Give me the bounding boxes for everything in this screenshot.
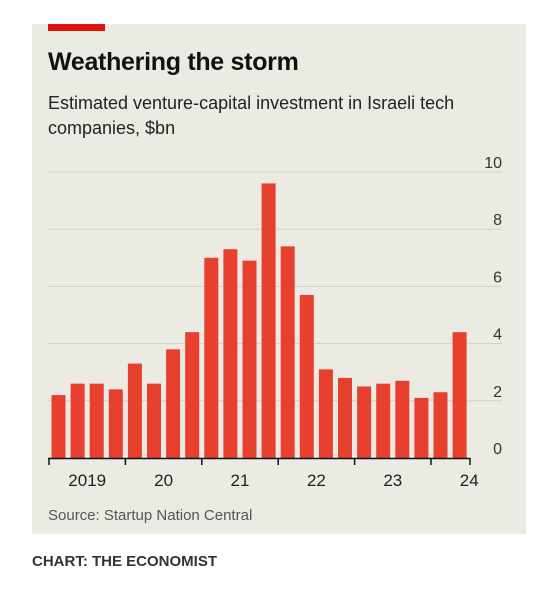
bar: [357, 386, 372, 458]
bar: [376, 383, 391, 458]
bar: [204, 257, 219, 458]
bar: [185, 332, 200, 458]
chart-panel: Weathering the storm Estimated venture-c…: [32, 24, 526, 534]
bar: [51, 395, 66, 458]
y-tick-label: 6: [493, 269, 502, 286]
bar: [433, 392, 448, 458]
red-tag-bar: [48, 24, 105, 31]
x-tick-label: 24: [460, 471, 479, 490]
bar: [261, 183, 276, 458]
x-tick-label: 20: [154, 471, 173, 490]
bar: [338, 377, 352, 458]
bar: [318, 369, 333, 458]
bar: [223, 249, 238, 458]
bar: [299, 294, 314, 458]
x-tick-label: 21: [231, 471, 250, 490]
bar: [147, 383, 161, 458]
x-tick-label: 2019: [68, 471, 106, 490]
bar: [166, 349, 181, 458]
y-tick-label: 8: [493, 212, 502, 229]
y-tick-label: 4: [493, 327, 502, 344]
y-tick-label: 0: [493, 441, 502, 458]
chart-title: Weathering the storm: [48, 48, 299, 76]
x-tick-label: 23: [383, 471, 402, 490]
chart-subtitle: Estimated venture-capital investment in …: [48, 93, 455, 138]
bar: [70, 383, 85, 458]
bar: [414, 397, 429, 458]
x-tick-label: 22: [307, 471, 326, 490]
bar: [108, 389, 123, 458]
source-note: Source: Startup Nation Central: [48, 507, 253, 524]
bar: [242, 260, 257, 458]
y-tick-label: 2: [493, 384, 502, 401]
footer-credit: CHART: THE ECONOMIST: [32, 553, 217, 570]
bar: [280, 246, 295, 458]
bar: [395, 380, 410, 458]
bar: [89, 383, 104, 458]
bar: [452, 332, 467, 458]
bar: [127, 363, 142, 458]
y-tick-label: 10: [484, 155, 502, 172]
